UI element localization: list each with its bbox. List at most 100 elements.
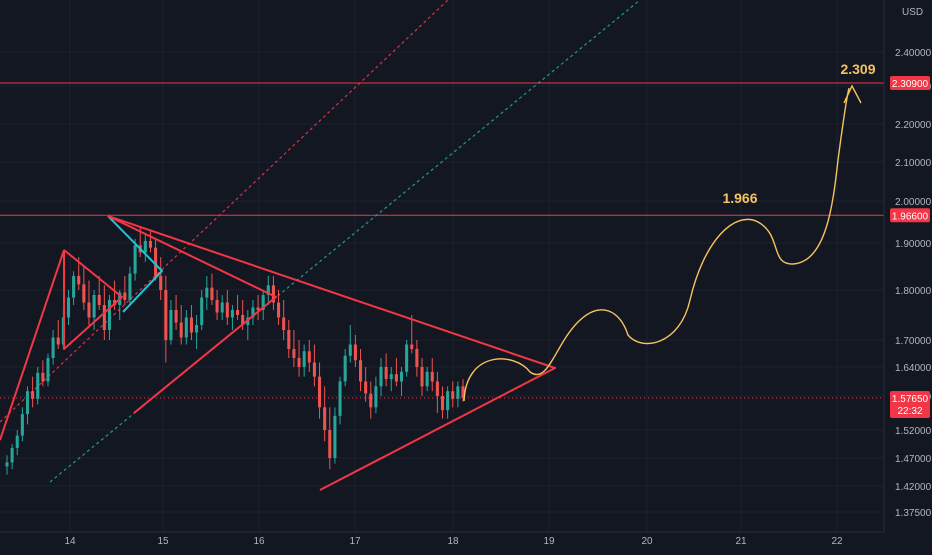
cyan-wedge (107, 215, 163, 313)
arrow-icon (843, 84, 862, 104)
candle (46, 353, 50, 387)
candle (348, 325, 352, 363)
candle (323, 386, 327, 442)
candle (20, 407, 24, 442)
y-tick-label: 1.80000 (895, 286, 932, 297)
x-tick-label: 22 (831, 536, 843, 547)
candle (440, 386, 445, 419)
candle (10, 444, 14, 470)
y-tick-label: 2.20000 (895, 120, 932, 131)
candle (358, 349, 363, 392)
y-tick-label: 2.00000 (895, 197, 932, 208)
candle (148, 230, 152, 253)
candle (72, 271, 76, 305)
candle (297, 340, 301, 377)
candle (318, 362, 322, 419)
candle (164, 275, 168, 363)
candles (5, 226, 465, 475)
candle (200, 290, 204, 330)
candle (205, 275, 209, 310)
candle (41, 360, 45, 387)
level-price-tag-label: 1.96600 (892, 211, 929, 222)
candle (230, 305, 234, 330)
candle (328, 407, 332, 470)
candle (210, 273, 214, 305)
current-price-tag (890, 390, 930, 418)
candle (66, 290, 71, 325)
countdown-label: 22:32 (897, 406, 922, 417)
candle (36, 367, 40, 405)
candle (31, 376, 35, 408)
symmetrical-triangle (107, 215, 556, 491)
candle (410, 315, 414, 354)
candle (364, 367, 368, 402)
annotations: 2.309 1.966 (722, 61, 875, 206)
candle (169, 300, 173, 345)
candle (97, 275, 101, 310)
candle (389, 367, 393, 392)
rally-trendline (0, 249, 65, 441)
candle (225, 290, 229, 325)
candle (420, 358, 424, 396)
current-price-label: 1.57650 (892, 394, 929, 405)
y-tick-label: 1.64000 (895, 363, 932, 374)
candle (154, 238, 158, 281)
candle (461, 379, 465, 402)
candle (282, 300, 286, 340)
candle (51, 330, 55, 365)
level-price-tag (890, 208, 930, 223)
candle (456, 381, 460, 408)
candle (394, 358, 398, 387)
price-axis[interactable]: 2.400002.300002.200002.100002.000001.900… (883, 0, 932, 550)
candle (369, 381, 373, 419)
x-tick-label: 15 (157, 536, 169, 547)
candle (251, 300, 255, 325)
candle (338, 376, 342, 425)
candle (256, 295, 260, 320)
candle (446, 386, 450, 419)
candle (220, 295, 224, 320)
y-tick-label: 1.90000 (895, 239, 932, 250)
candle (195, 315, 199, 349)
projection-path (463, 84, 862, 402)
candle (271, 275, 275, 310)
candle (159, 257, 163, 300)
y-tick-label: 2.10000 (895, 158, 932, 169)
candle (287, 320, 291, 358)
candle (353, 335, 357, 367)
candle (174, 295, 178, 330)
candle (307, 340, 311, 372)
annotation-label: 2.309 (840, 61, 875, 77)
time-axis[interactable]: 14 15 16 17 18 19 20 21 22 (0, 531, 884, 550)
candle (399, 367, 404, 396)
y-tick-label: 1.70000 (895, 336, 932, 347)
red-dotted-trend (0, 0, 449, 423)
candle (261, 290, 265, 320)
candle (184, 310, 188, 345)
candle (236, 295, 240, 320)
candle (292, 330, 296, 367)
projection-curve (463, 87, 850, 402)
candle (15, 430, 19, 456)
candle (179, 305, 183, 345)
candle (384, 353, 388, 387)
y-tick-label: 1.47000 (895, 454, 932, 465)
candle (343, 349, 347, 387)
price-axis-bg (884, 0, 932, 550)
candle (25, 386, 30, 425)
x-tick-label: 17 (349, 536, 361, 547)
candle (302, 344, 306, 377)
candle (430, 358, 434, 392)
x-tick-label: 14 (64, 536, 76, 547)
level-price-tag-label: 2.30900 (892, 79, 929, 90)
candle (5, 455, 9, 475)
pennant-triangle-2 (107, 215, 277, 414)
x-tick-label: 21 (735, 536, 747, 547)
x-tick-label: 19 (543, 536, 555, 547)
currency-label: USD (902, 7, 923, 18)
annotation-label: 1.966 (722, 190, 757, 206)
candle (333, 407, 337, 464)
y-tick-label: 1.52000 (895, 426, 932, 437)
